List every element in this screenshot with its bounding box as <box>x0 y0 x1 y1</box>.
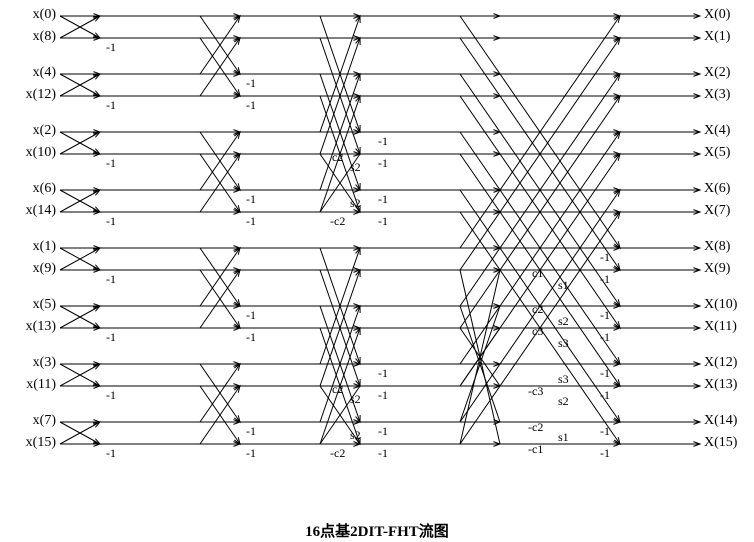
coef-s2-3: -1 <box>246 98 256 113</box>
coef-s1-1: -1 <box>106 40 116 55</box>
input-14: x(7) <box>33 413 56 429</box>
coef-s4: s1 <box>558 278 569 293</box>
coef-s2-6: -1 <box>246 192 256 207</box>
input-4: x(2) <box>33 123 56 139</box>
output-7: X(7) <box>704 203 730 219</box>
output-14: X(14) <box>704 413 737 429</box>
input-15: x(15) <box>26 435 56 451</box>
input-9: x(9) <box>33 261 56 277</box>
coef-s1-7: -1 <box>106 214 116 229</box>
output-11: X(11) <box>704 319 737 335</box>
coef-s4: c1 <box>532 266 543 281</box>
output-3: X(3) <box>704 87 730 103</box>
output-15: X(15) <box>704 435 737 451</box>
coef-s4: s3 <box>558 372 569 387</box>
coef-s4: c3 <box>532 324 543 339</box>
input-8: x(1) <box>33 239 56 255</box>
coef-s3: -1 <box>378 214 388 229</box>
input-12: x(3) <box>33 355 56 371</box>
coef-s2-7: -1 <box>246 214 256 229</box>
coef-s3: c2 <box>332 382 343 397</box>
coef-s3: c2 <box>332 150 343 165</box>
coef-s3: -1 <box>378 446 388 461</box>
output-8: X(8) <box>704 239 730 255</box>
input-11: x(13) <box>26 319 56 335</box>
coef-s3: -c2 <box>330 214 345 229</box>
coef-s3: s2 <box>350 428 361 443</box>
coef-s4: s2 <box>558 314 569 329</box>
coef-s2-10: -1 <box>246 308 256 323</box>
input-5: x(10) <box>26 145 56 161</box>
coef-s1-5: -1 <box>106 156 116 171</box>
coef-s3: -1 <box>378 134 388 149</box>
coef-s4: -c2 <box>528 420 543 435</box>
coef-s4: -1 <box>600 272 610 287</box>
output-5: X(5) <box>704 145 730 161</box>
coef-s4: -1 <box>600 388 610 403</box>
output-9: X(9) <box>704 261 730 277</box>
output-10: X(10) <box>704 297 737 313</box>
coef-s1-13: -1 <box>106 388 116 403</box>
coef-s1-9: -1 <box>106 272 116 287</box>
coef-s3: -1 <box>378 388 388 403</box>
coef-s3: -1 <box>378 192 388 207</box>
coef-s3: s2 <box>350 392 361 407</box>
input-2: x(4) <box>33 65 56 81</box>
output-6: X(6) <box>704 181 730 197</box>
input-0: x(0) <box>33 7 56 23</box>
coef-s2-2: -1 <box>246 76 256 91</box>
coef-s4: -1 <box>600 366 610 381</box>
coef-s4: -c1 <box>528 442 543 457</box>
coef-s2-15: -1 <box>246 446 256 461</box>
input-13: x(11) <box>26 377 56 393</box>
input-3: x(12) <box>26 87 56 103</box>
output-0: X(0) <box>704 7 730 23</box>
input-10: x(5) <box>33 297 56 313</box>
input-1: x(8) <box>33 29 56 45</box>
coef-s4: -1 <box>600 308 610 323</box>
coef-s3: s2 <box>350 196 361 211</box>
coef-s4: -1 <box>600 330 610 345</box>
coef-s4: -c3 <box>528 384 543 399</box>
coef-s4: s1 <box>558 430 569 445</box>
diagram-title: 16点基2DIT-FHT流图 <box>0 520 754 541</box>
coef-s1-3: -1 <box>106 98 116 113</box>
coef-s1-11: -1 <box>106 330 116 345</box>
coef-s3: s2 <box>350 160 361 175</box>
output-1: X(1) <box>704 29 730 45</box>
output-2: X(2) <box>704 65 730 81</box>
coef-s3: -1 <box>378 366 388 381</box>
coef-s4: c2 <box>532 302 543 317</box>
input-7: x(14) <box>26 203 56 219</box>
coef-s3: -1 <box>378 156 388 171</box>
coef-s4: s3 <box>558 336 569 351</box>
coef-s4: -1 <box>600 446 610 461</box>
coef-s4: -1 <box>600 424 610 439</box>
coef-s2-11: -1 <box>246 330 256 345</box>
input-6: x(6) <box>33 181 56 197</box>
output-13: X(13) <box>704 377 737 393</box>
coef-s4: -1 <box>600 250 610 265</box>
coef-s2-14: -1 <box>246 424 256 439</box>
coef-s4: s2 <box>558 394 569 409</box>
coef-s1-15: -1 <box>106 446 116 461</box>
coef-s3: -c2 <box>330 446 345 461</box>
output-12: X(12) <box>704 355 737 371</box>
output-4: X(4) <box>704 123 730 139</box>
coef-s3: -1 <box>378 424 388 439</box>
